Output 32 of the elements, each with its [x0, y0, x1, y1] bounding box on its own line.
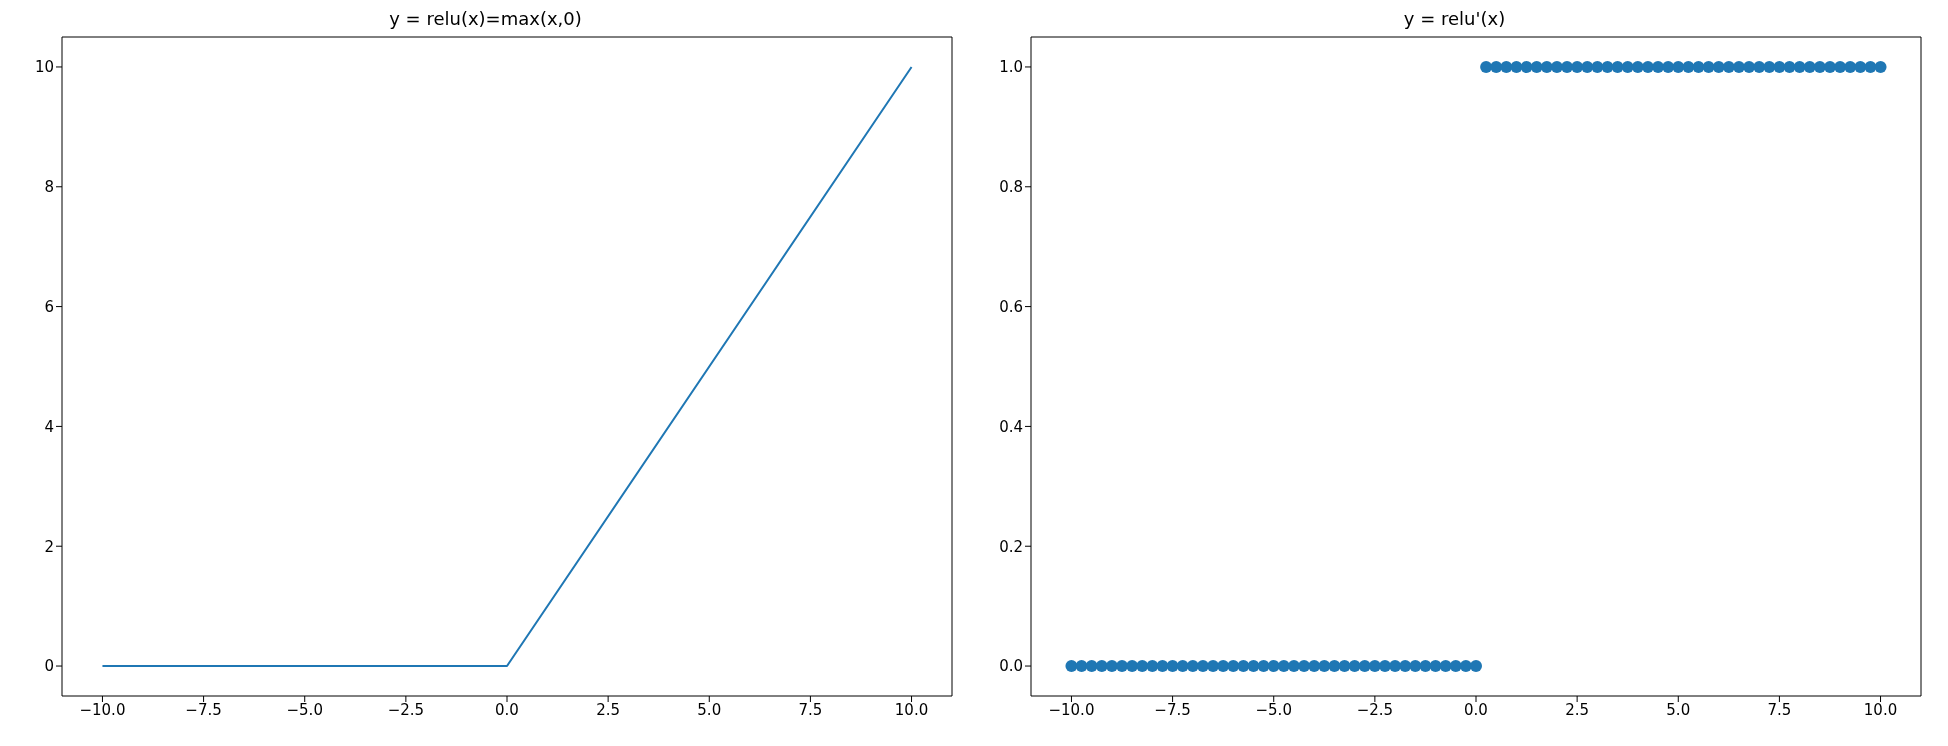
y-tick-label: 6 — [44, 297, 54, 316]
x-tick-label: 7.5 — [798, 700, 823, 719]
y-tick-label: 0.6 — [999, 297, 1023, 316]
y-tick-label: 0.0 — [999, 657, 1023, 676]
x-tick-label: 10.0 — [1863, 700, 1898, 719]
chart-title: y = relu'(x) — [1402, 8, 1507, 31]
x-tick-label: 7.5 — [1767, 700, 1792, 719]
x-tick-label: −5.0 — [286, 700, 323, 719]
x-tick-label: 10.0 — [894, 700, 929, 719]
y-tick-label: 0.4 — [999, 417, 1023, 436]
x-tick-label: 5.0 — [697, 700, 722, 719]
y-tick-label: 0.8 — [999, 178, 1023, 197]
x-tick-label: −5.0 — [1255, 700, 1292, 719]
y-tick-label: 4 — [44, 417, 54, 436]
x-tick-label: −10.0 — [1048, 700, 1095, 719]
y-tick-label: 0.2 — [999, 537, 1023, 556]
x-tick-label: 2.5 — [596, 700, 621, 719]
y-tick-label: 2 — [44, 537, 54, 556]
x-tick-label: 5.0 — [1666, 700, 1691, 719]
x-tick-label: −10.0 — [79, 700, 126, 719]
y-tick-label: 1.0 — [999, 58, 1023, 77]
x-tick-label: 2.5 — [1565, 700, 1590, 719]
x-tick-label: 0.0 — [1464, 700, 1488, 719]
x-tick-label: −2.5 — [387, 700, 425, 719]
y-tick-label: 0 — [44, 657, 54, 676]
chart-title: y = relu(x)=max(x,0) — [388, 8, 583, 31]
x-tick-label: −7.5 — [1154, 700, 1191, 719]
x-tick-label: −2.5 — [1356, 700, 1394, 719]
x-tick-label: −7.5 — [185, 700, 222, 719]
x-tick-label: 0.0 — [495, 700, 519, 719]
y-tick-label: 10 — [34, 58, 54, 77]
y-tick-label: 8 — [44, 178, 54, 197]
